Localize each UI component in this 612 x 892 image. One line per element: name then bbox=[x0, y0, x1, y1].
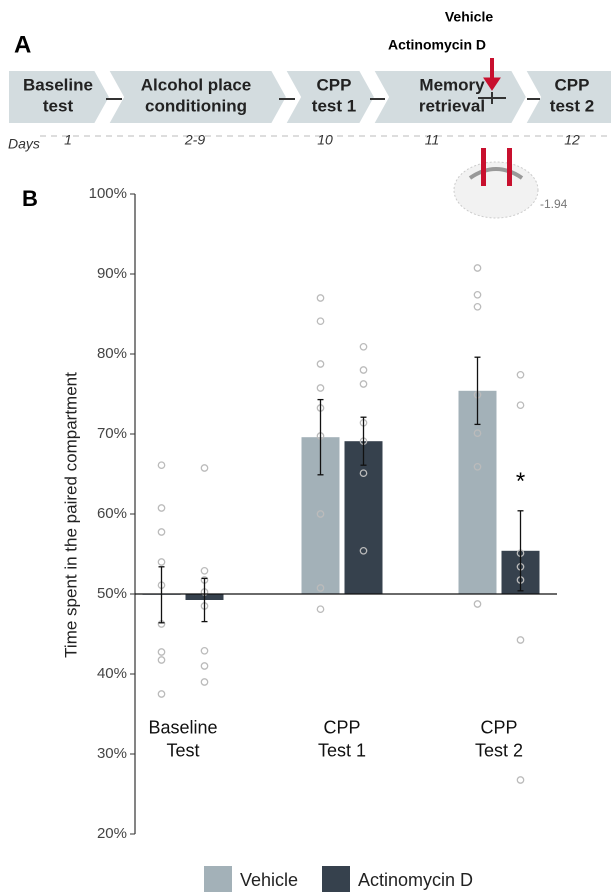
arrow bbox=[483, 58, 501, 91]
data-point bbox=[473, 462, 482, 471]
x-tick-label: CPP Test 2 bbox=[475, 717, 523, 760]
data-point bbox=[157, 690, 166, 698]
data-point bbox=[200, 678, 209, 686]
step-label: Memory retrieval bbox=[419, 76, 485, 116]
y-tick-label: 30% bbox=[97, 745, 127, 762]
panel-label: A bbox=[14, 31, 31, 58]
data-point bbox=[157, 558, 166, 566]
day-label: 12 bbox=[564, 132, 580, 148]
data-point bbox=[316, 360, 325, 368]
y-tick-label: 60% bbox=[97, 505, 127, 522]
data-point bbox=[316, 317, 325, 326]
legend-swatch bbox=[322, 866, 350, 892]
data-point bbox=[359, 366, 368, 374]
data-point bbox=[359, 342, 368, 351]
error-bar bbox=[474, 356, 481, 426]
data-point bbox=[200, 566, 209, 575]
y-tick-label: 70% bbox=[97, 425, 127, 442]
data-point bbox=[359, 469, 368, 478]
legend-label: Vehicle bbox=[240, 870, 298, 890]
data-point bbox=[316, 294, 325, 302]
y-tick-label: 20% bbox=[97, 825, 127, 842]
data-point bbox=[200, 646, 209, 655]
step-label: Baseline test bbox=[23, 76, 93, 116]
data-point bbox=[316, 510, 325, 518]
timeline-shapes bbox=[7, 69, 612, 125]
step-label: Alcohol place conditioning bbox=[141, 76, 252, 116]
data-point bbox=[157, 648, 166, 656]
legend-label: Actinomycin D bbox=[358, 870, 473, 890]
data-point bbox=[359, 546, 368, 555]
treatment-label: Actinomycin D bbox=[388, 37, 486, 53]
x-tick-label: Baseline Test bbox=[148, 717, 217, 760]
connectors bbox=[106, 92, 540, 104]
day-label: 11 bbox=[425, 132, 440, 148]
significance-mark: * bbox=[516, 468, 525, 495]
bar bbox=[344, 441, 383, 594]
legend-swatch bbox=[204, 866, 232, 892]
data-point bbox=[473, 600, 482, 608]
panel-label: B bbox=[22, 186, 38, 211]
data-point bbox=[316, 384, 325, 392]
data-point bbox=[516, 401, 525, 410]
y-tick-label: 50% bbox=[97, 585, 127, 602]
error-bar bbox=[517, 510, 524, 592]
error-bar bbox=[360, 416, 367, 466]
day-label: 2-9 bbox=[184, 132, 205, 148]
data-point bbox=[200, 662, 209, 670]
error-bar bbox=[158, 566, 165, 624]
data-point bbox=[516, 370, 525, 379]
data-point bbox=[359, 380, 368, 388]
day-label: 1 bbox=[64, 132, 72, 148]
y-axis-label: Time spent in the paired compartment bbox=[61, 372, 80, 658]
data-point bbox=[316, 584, 325, 592]
y-tick-label: 90% bbox=[97, 265, 127, 282]
data-point bbox=[473, 429, 482, 438]
data-point bbox=[516, 776, 525, 784]
data-point bbox=[316, 605, 325, 614]
data-point bbox=[157, 528, 166, 536]
y-tick-label: 40% bbox=[97, 665, 127, 682]
y-tick-label: 80% bbox=[97, 345, 127, 362]
data-point bbox=[473, 302, 482, 311]
treatment-label: Vehicle bbox=[445, 9, 493, 25]
data-point bbox=[157, 504, 166, 512]
error-bar bbox=[317, 398, 324, 476]
days-label: Days bbox=[8, 136, 40, 152]
x-tick-label: CPP Test 1 bbox=[318, 717, 366, 760]
data-point bbox=[157, 656, 166, 664]
day-label: 10 bbox=[317, 132, 333, 148]
coordinate-label: -1.94 bbox=[540, 197, 568, 211]
data-point bbox=[473, 264, 482, 272]
data-point bbox=[200, 464, 209, 472]
step-label: CPP test 2 bbox=[550, 76, 594, 116]
data-point bbox=[516, 636, 525, 644]
data-point bbox=[473, 290, 482, 299]
y-tick-label: 100% bbox=[89, 185, 127, 202]
data-point bbox=[157, 461, 166, 470]
brain-section bbox=[453, 148, 539, 219]
step-label: CPP test 1 bbox=[312, 76, 356, 116]
error-bar bbox=[201, 577, 208, 623]
